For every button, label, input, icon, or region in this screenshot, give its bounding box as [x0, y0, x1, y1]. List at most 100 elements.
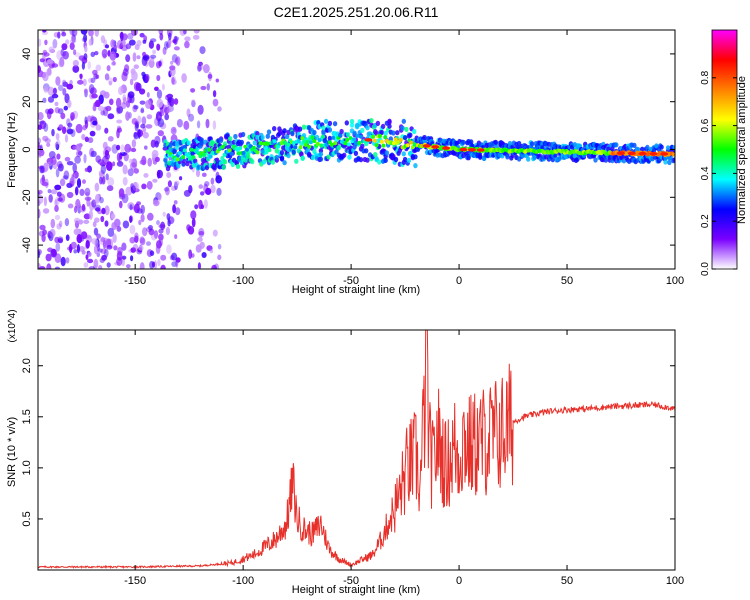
spectrogram-core-cell	[208, 154, 213, 159]
spectrogram-cell	[272, 126, 277, 132]
spectrogram-noise-cell	[74, 205, 78, 214]
spectrogram-cell	[312, 129, 317, 136]
spectrogram-noise-cell	[83, 88, 88, 94]
spectrogram-noise-cell	[67, 203, 74, 209]
spectrogram-noise-cell	[51, 128, 55, 137]
spectrogram-core-cell	[405, 143, 410, 148]
spectrogram-cell	[640, 146, 645, 152]
spectrogram-cell	[323, 118, 329, 124]
spectrogram-noise-cell	[173, 200, 178, 205]
spectrogram-core-cell	[321, 134, 325, 139]
spectrogram-noise-cell	[66, 191, 74, 199]
spectrogram-ytick-label: 40	[21, 48, 33, 60]
spectrogram-cell	[659, 144, 664, 150]
spectrogram-cell	[204, 165, 210, 171]
spectrogram-noise-cell	[41, 233, 46, 243]
spectrogram-noise-cell	[174, 98, 179, 105]
spectrogram-core-cell	[671, 152, 675, 157]
spectrogram-noise-cell	[104, 150, 109, 157]
spectrogram-cell	[282, 160, 287, 166]
spectrogram-cell	[406, 157, 412, 163]
spectrogram-noise-cell	[118, 86, 124, 96]
spectrogram-noise-cell	[58, 124, 64, 130]
spectrogram-cell	[593, 157, 598, 163]
spectrogram-noise-cell	[190, 210, 197, 220]
spectrogram-noise-cell	[131, 139, 137, 148]
spectrogram-core-cell	[229, 151, 234, 156]
spectrogram-noise-cell	[87, 61, 92, 70]
spectrogram-noise-cell	[39, 120, 45, 125]
spectrogram-noise-cell	[188, 185, 193, 194]
spectrogram-noise-cell	[62, 81, 68, 87]
spectrogram-noise-cell	[125, 43, 132, 50]
spectrogram-noise-cell	[114, 218, 121, 227]
spectrogram-noise-cell	[121, 255, 127, 260]
spectrogram-core-cell	[182, 148, 187, 153]
spectrogram-noise-cell	[139, 32, 145, 38]
spectrogram-noise-cell	[145, 124, 153, 129]
spectrogram-xtick-label: -50	[343, 275, 359, 287]
spectrogram-noise-cell	[63, 170, 70, 180]
spectrogram-noise-cell	[171, 98, 175, 106]
spectrogram-cell	[400, 125, 405, 131]
spectrogram-noise-cell	[142, 39, 147, 44]
spectrogram-cell	[413, 163, 418, 169]
spectrogram-noise-cell	[42, 49, 48, 55]
spectrogram-noise-cell	[164, 113, 170, 121]
spectrogram-noise-cell	[175, 207, 181, 216]
snr-xtick-label: -50	[343, 575, 359, 587]
spectrogram-noise-cell	[157, 259, 161, 267]
spectrogram-noise-cell	[102, 237, 109, 244]
spectrogram-noise-cell	[38, 65, 41, 73]
spectrogram-noise-cell	[215, 78, 219, 83]
spectrogram-cell	[401, 118, 406, 124]
spectrogram-cell	[233, 133, 238, 140]
spectrogram-noise-cell	[122, 176, 128, 186]
spectrogram-cell	[349, 122, 355, 128]
spectrogram-noise-cell	[48, 194, 53, 203]
spectrogram-noise-cell	[95, 74, 100, 79]
spectrogram-noise-cell	[130, 255, 134, 262]
spectrogram-noise-cell	[42, 97, 47, 104]
spectrogram-noise-cell	[130, 185, 136, 194]
spectrogram-noise-cell	[205, 118, 210, 129]
spectrogram-noise-cell	[77, 150, 83, 156]
spectrogram-noise-cell	[61, 43, 68, 51]
spectrogram-core-cell	[267, 148, 272, 153]
spectrogram-core-cell	[298, 145, 303, 150]
spectrogram-ytick-label: 0	[21, 146, 33, 152]
spectrogram-noise-cell	[203, 199, 208, 209]
spectrogram-peak	[627, 151, 636, 156]
spectrogram-noise-cell	[55, 76, 61, 86]
spectrogram-noise-cell	[39, 266, 46, 269]
spectrogram-noise-cell	[88, 210, 93, 220]
spectrogram-noise-cell	[70, 112, 75, 121]
spectrogram-noise-cell	[197, 64, 202, 72]
spectrogram-noise-cell	[166, 172, 172, 178]
spectrogram-core-cell	[371, 134, 376, 139]
spectrogram-cell	[301, 124, 307, 130]
spectrogram-noise-cell	[78, 219, 84, 225]
spectrogram-noise-cell	[215, 175, 223, 184]
spectrogram-noise-cell	[83, 219, 90, 224]
spectrogram-noise-cell	[54, 205, 59, 212]
spectrogram-core-cell	[345, 138, 350, 142]
spectrogram-noise-cell	[94, 217, 100, 223]
spectrogram-noise-cell	[124, 64, 130, 72]
spectrogram-xtick-label: 0	[456, 275, 462, 287]
spectrogram-cell	[393, 156, 399, 163]
spectrogram-cell	[332, 121, 338, 127]
spectrogram-noise-cell	[134, 121, 139, 132]
spectrogram-noise-cell	[83, 153, 87, 164]
spectrogram-core-cell	[188, 156, 192, 161]
spectrogram-noise-cell	[197, 237, 203, 242]
spectrogram-noise-cell	[170, 126, 177, 135]
spectrogram-noise-cell	[139, 100, 146, 105]
spectrogram-noise-cell	[43, 87, 49, 93]
spectrogram-noise-cell	[60, 112, 66, 120]
spectrogram-noise-cell	[101, 207, 106, 215]
spectrogram-noise-cell	[47, 189, 52, 194]
spectrogram-noise-cell	[115, 97, 122, 108]
spectrogram-core-cell	[303, 142, 308, 147]
spectrogram-noise-cell	[47, 108, 54, 115]
